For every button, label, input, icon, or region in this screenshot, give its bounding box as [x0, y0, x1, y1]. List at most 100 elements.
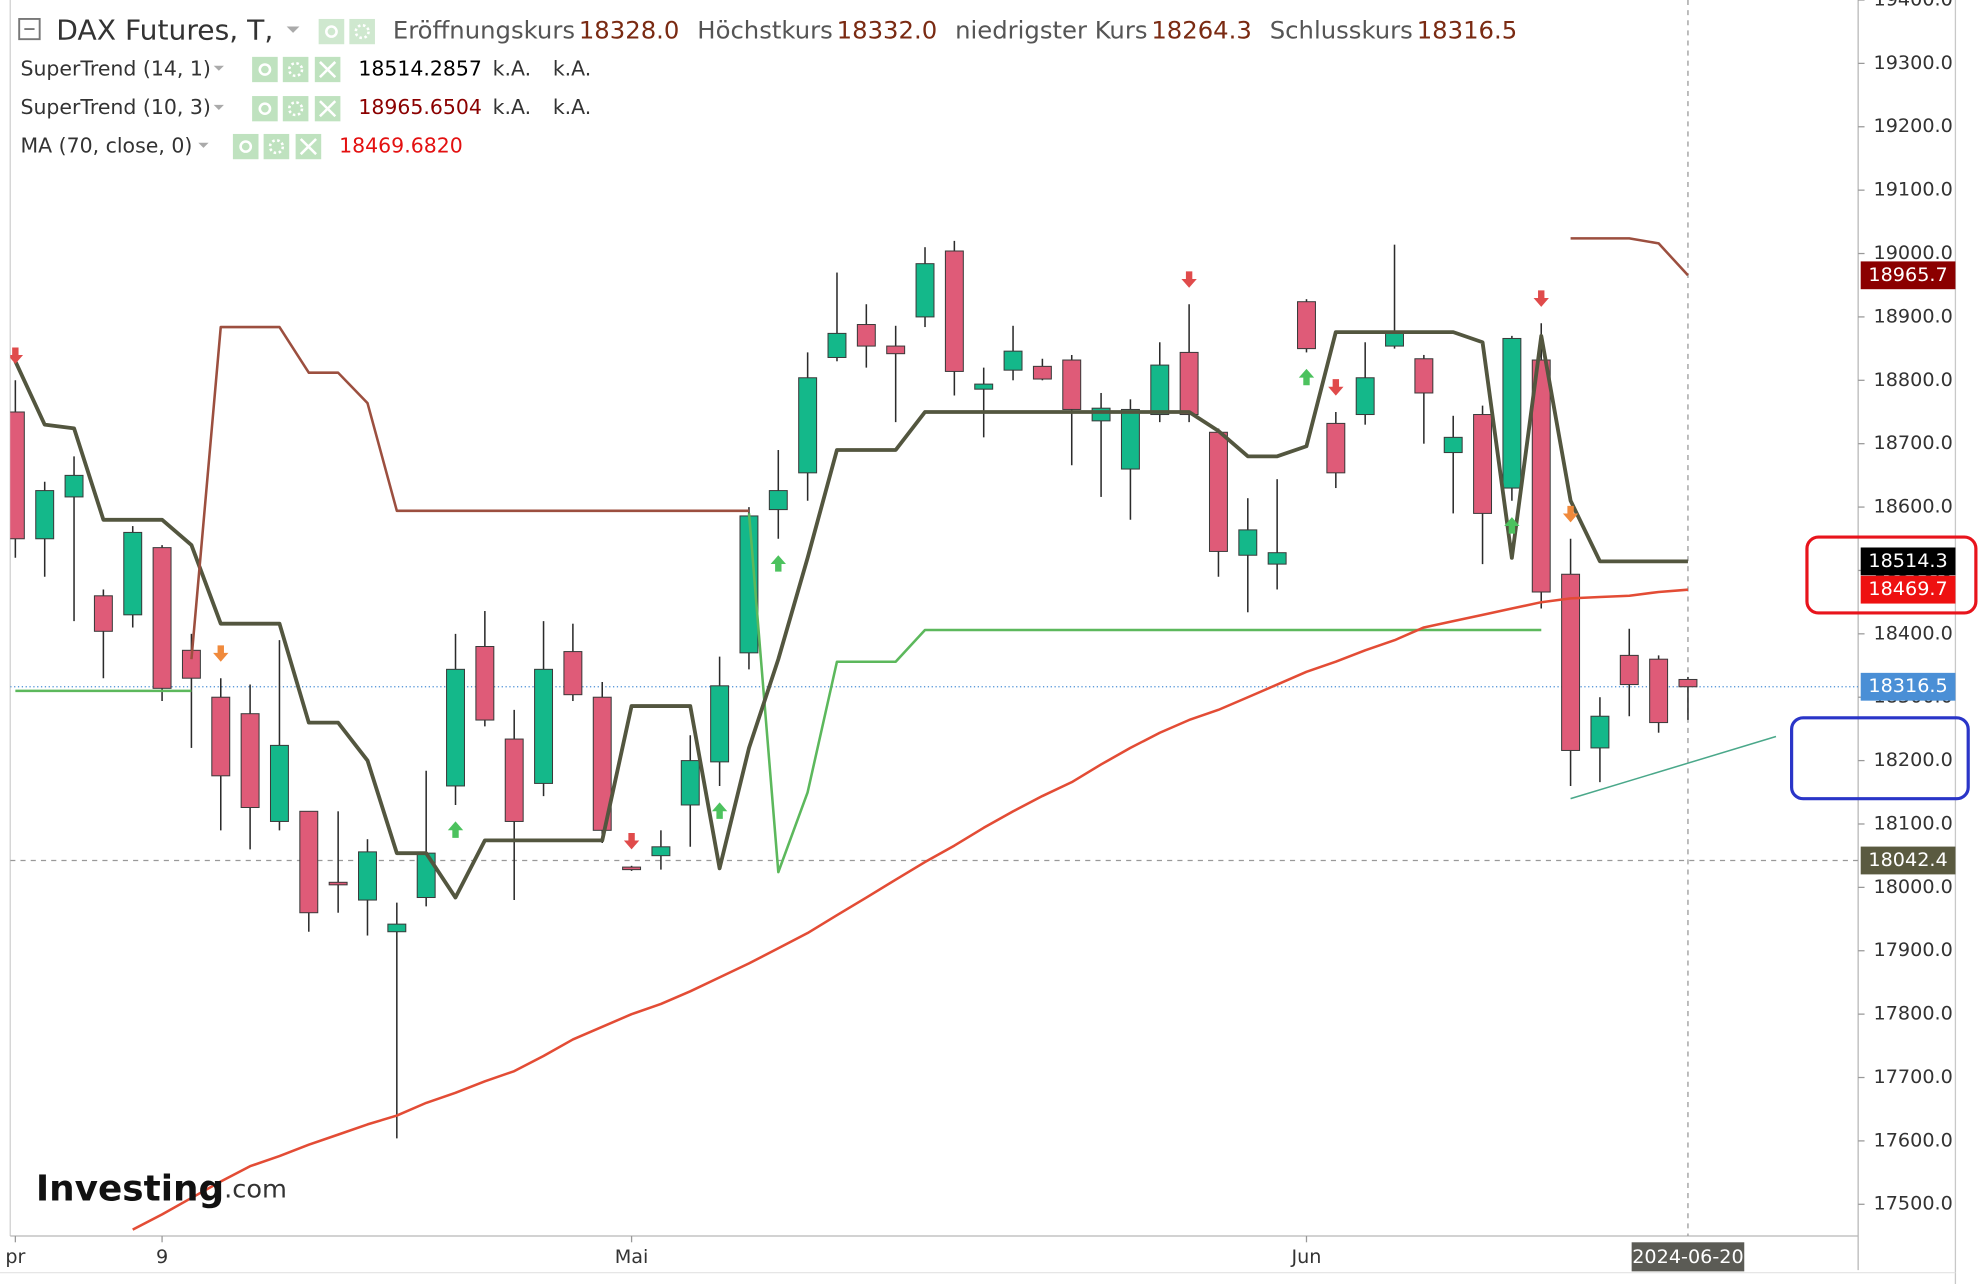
candle-body [1003, 350, 1023, 371]
signal-arrow-down [213, 645, 229, 662]
signal-arrow-down [10, 347, 24, 364]
legend-series-value: 18469.6820 [339, 134, 463, 158]
supertrend-alt-line [15, 513, 1542, 874]
ohlc-label: Eröffnungskurs [393, 17, 575, 45]
candle-body [387, 923, 407, 933]
price-label-box [1860, 261, 1956, 290]
candle-body [299, 810, 319, 914]
candle-body [1473, 414, 1493, 514]
candle-body [1297, 301, 1316, 350]
signal-arrow-up [1298, 368, 1315, 386]
series-line [190, 237, 1689, 660]
price-label-box [1860, 547, 1956, 576]
signal-arrow-down [1562, 505, 1579, 523]
axes: 17500.0 17600.0 17700.0 17800.0 17900.0 18000… [5, 0, 1956, 1272]
legend-series-value: 18965.6504 [358, 95, 482, 119]
candle-body [1414, 358, 1434, 394]
candle-body [64, 474, 84, 498]
candle-body [269, 744, 289, 822]
close-label-box [1860, 672, 1956, 701]
candle-body [1649, 658, 1669, 724]
x-tick-label: 9 [156, 1246, 168, 1268]
dropdown-caret[interactable] [286, 26, 300, 33]
gear-icon[interactable] [349, 18, 375, 45]
gear-icon[interactable] [263, 133, 290, 160]
legend-series-value: 18514.2857 [358, 57, 482, 81]
candle-body [856, 324, 876, 347]
candle-body [1032, 365, 1052, 380]
candle-body [1355, 377, 1375, 416]
candle-body [504, 738, 524, 822]
candle-body [680, 760, 700, 806]
y-tick-label: 18100.0 [1874, 813, 1953, 835]
y-tick-label: 18400.0 [1874, 622, 1953, 644]
y-tick-label: 17800.0 [1874, 1003, 1953, 1025]
gear-icon[interactable] [282, 56, 309, 83]
candle-body [886, 345, 906, 355]
candle-body [35, 490, 55, 540]
eye-icon[interactable] [232, 133, 259, 160]
close-label: 18316.5 [1868, 675, 1947, 697]
gear-icon[interactable] [282, 96, 309, 122]
series-line [132, 588, 1689, 1231]
signal-arrow-up [711, 802, 728, 819]
candle-body [152, 547, 172, 689]
chart-title: DAX Futures, T, [56, 14, 273, 47]
price-label: 18514.3 [1868, 550, 1947, 572]
eye-icon[interactable] [252, 96, 278, 122]
highlight-box-red [1805, 535, 1978, 615]
logo-suffix: .com [224, 1174, 287, 1204]
candle-body [827, 332, 847, 358]
candle-body [123, 531, 143, 616]
candle-body [1678, 678, 1698, 688]
candle-body [944, 250, 964, 372]
candle-body [974, 383, 994, 390]
x-crosshair-box [1631, 1242, 1745, 1272]
candle-body [768, 490, 788, 511]
y-tick-label: 17500.0 [1874, 1193, 1953, 1215]
ohlc-value: 18328.0 [579, 17, 680, 45]
y-tick-label: 17900.0 [1874, 939, 1953, 961]
price-label-box [1860, 575, 1956, 604]
signal-arrow-up [447, 821, 464, 838]
legend-series-extra: k.A. [493, 95, 531, 119]
x-tick-label: Jun [1290, 1246, 1321, 1268]
trendline [1570, 735, 1777, 800]
y-tick-label: 19200.0 [1874, 115, 1953, 137]
y-tick-label: 19000.0 [1874, 242, 1953, 264]
price-label: 18965.7 [1868, 264, 1947, 286]
ohlc-label: Schlusskurs [1270, 17, 1413, 45]
candle-body [592, 696, 612, 831]
candle-body [622, 866, 642, 871]
y-tick-label: 18600.0 [1874, 496, 1953, 518]
candle-body [915, 263, 935, 318]
x-tick-label: Mai [615, 1246, 649, 1268]
candle-body [710, 685, 730, 763]
collapse-icon[interactable] [18, 18, 41, 41]
y-tick-label: 18700.0 [1874, 432, 1953, 454]
y-tick-label: 19100.0 [1874, 179, 1953, 201]
eye-icon[interactable] [252, 56, 278, 83]
candle-body [1091, 407, 1111, 422]
series-line [13, 330, 1688, 900]
candle-body [1619, 654, 1639, 686]
signal-arrow-up [770, 555, 786, 572]
candle-body [798, 377, 818, 474]
price-label: 18469.7 [1868, 578, 1947, 600]
legend-series-extra: k.A. [493, 57, 531, 81]
eye-icon[interactable] [318, 18, 345, 45]
candle-body [651, 846, 671, 857]
candle-body [534, 668, 554, 784]
highlight-box-blue [1790, 716, 1970, 801]
signal-arrow-down [623, 832, 640, 850]
y-tick-label: 19400.0 [1874, 0, 1953, 10]
row-carets[interactable] [198, 65, 224, 148]
y-tick-label: 18900.0 [1874, 305, 1953, 327]
logo: Investing.com [36, 1169, 287, 1210]
candle-body [240, 713, 260, 809]
x-tick-label: pr [5, 1246, 25, 1268]
y-tick-label: 19300.0 [1874, 52, 1953, 74]
